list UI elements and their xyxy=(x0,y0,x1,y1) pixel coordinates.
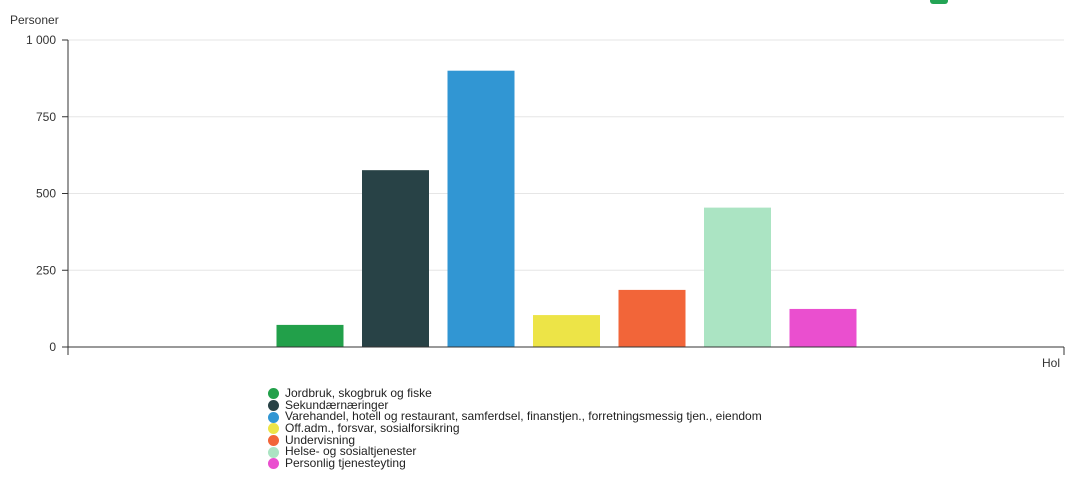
legend-swatch-icon xyxy=(268,388,279,400)
y-tick-label: 1 000 xyxy=(26,33,56,47)
legend-swatch-icon xyxy=(268,435,279,447)
y-axis-title: Personer xyxy=(10,13,59,27)
y-axis: 0 250 500 750 1 000 xyxy=(26,33,68,354)
legend-label: Varehandel, hotell og restaurant, samfer… xyxy=(285,409,762,424)
legend-item[interactable]: Jordbruk, skogbruk og fiske xyxy=(268,386,762,400)
legend-swatch-icon xyxy=(268,446,279,458)
bar[interactable] xyxy=(276,324,344,347)
legend-swatch-icon xyxy=(268,400,279,412)
bar[interactable] xyxy=(789,308,857,347)
bar[interactable] xyxy=(362,170,429,347)
y-tick-label: 500 xyxy=(36,187,56,201)
legend-label: Helse- og sosialtjenester xyxy=(285,444,417,459)
legend-item[interactable]: Helse- og sosialtjenester xyxy=(268,446,762,458)
x-axis-title: Hol xyxy=(1042,356,1060,370)
legend: Jordbruk, skogbruk og fiske Sekundærnærin… xyxy=(268,386,762,471)
bar[interactable] xyxy=(704,207,771,347)
legend-swatch-icon xyxy=(268,411,279,423)
legend-item[interactable]: Personlig tjenesteyting xyxy=(268,456,762,471)
bars xyxy=(276,70,857,347)
bar[interactable] xyxy=(618,289,686,347)
legend-item[interactable]: Varehandel, hotell og restaurant, samfer… xyxy=(268,411,762,423)
legend-item[interactable]: Undervisning xyxy=(268,432,762,447)
legend-label: Sekundærnæringer xyxy=(285,397,389,412)
y-tick-label: 250 xyxy=(36,263,56,277)
grid-lines xyxy=(68,39,1064,271)
legend-label: Personlig tjenesteyting xyxy=(285,456,406,471)
bar-chart: Personer 0 250 500 750 1 000 Hol xyxy=(10,13,1065,370)
legend-item[interactable]: Off.adm., forsvar, sosialforsikring xyxy=(268,421,762,436)
legend-item[interactable]: Sekundærnæringer xyxy=(268,397,762,412)
legend-swatch-icon xyxy=(268,458,279,470)
legend-label: Off.adm., forsvar, sosialforsikring xyxy=(285,421,460,436)
y-tick-label: 750 xyxy=(36,110,56,124)
y-tick-label: 0 xyxy=(49,340,56,354)
green-tab-icon[interactable] xyxy=(930,0,948,4)
bar[interactable] xyxy=(447,70,515,347)
legend-swatch-icon xyxy=(268,423,279,435)
bar[interactable] xyxy=(533,315,600,347)
legend-label: Jordbruk, skogbruk og fiske xyxy=(285,386,432,400)
legend-label: Undervisning xyxy=(285,432,356,447)
